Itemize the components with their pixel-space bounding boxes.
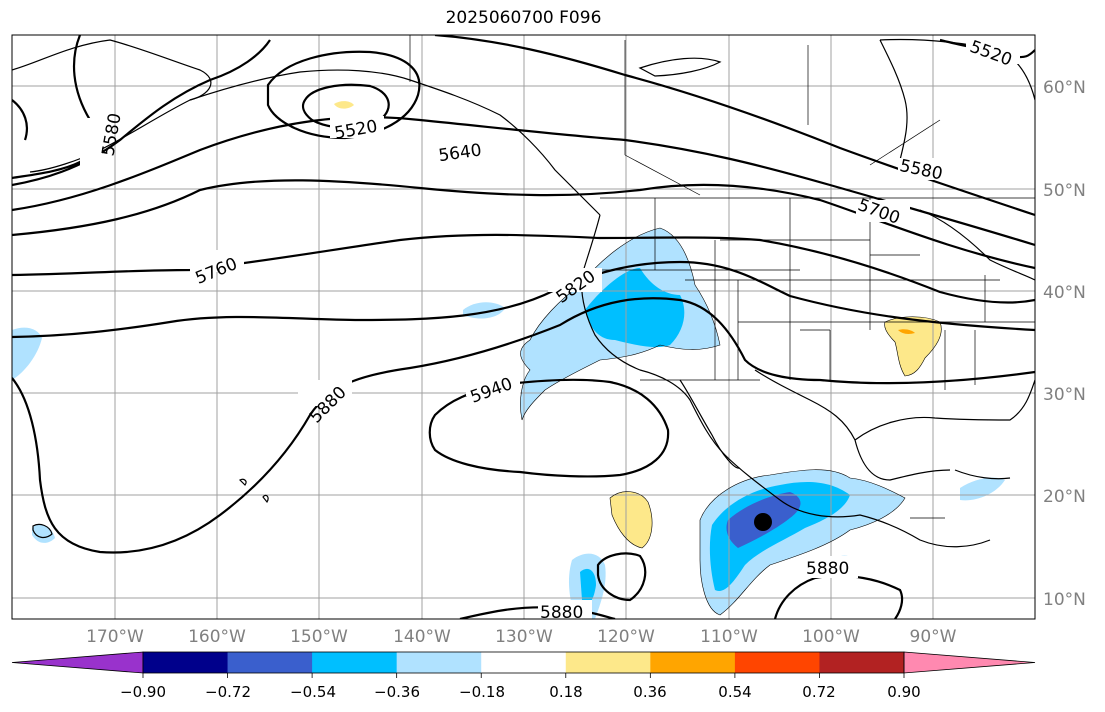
lon-label: 150°W [290,627,348,647]
map-frame [11,34,1036,620]
colorbar-segment [396,652,482,673]
lat-label: 20°N [1043,487,1086,507]
height-contours [12,35,1035,619]
colorbar-frame [142,651,905,674]
colorbar-tick-label: 0.72 [802,683,835,701]
colorbar-tick-label: −0.72 [205,683,251,701]
colorbar-tick-label: 0.90 [887,683,920,701]
colorbar-tick-label: −0.36 [374,683,420,701]
colorbar-segment [227,652,313,673]
colorbar-tick-label: −0.54 [290,683,336,701]
contour-5880 [12,297,1035,554]
contour-5820 [12,260,1035,339]
contour-label: 5880 [806,559,849,579]
location-marker [754,513,772,531]
lat-label: 60°N [1043,78,1086,98]
lat-label: 40°N [1043,283,1086,303]
lon-label: 160°W [188,627,246,647]
contour-5700 [12,179,1035,270]
colorbar-tick-label: 0.54 [718,683,751,701]
lon-label: 170°W [86,627,144,647]
positive-anomaly-region [884,316,942,376]
lat-label: 30°N [1043,385,1086,405]
latitude-labels: 60°N 50°N 40°N 30°N 20°N 10°N [1043,78,1086,610]
colorbar-tick-label: 0.36 [633,683,666,701]
lon-label: 120°W [597,627,655,647]
colorbar-tick-label: −0.18 [459,683,505,701]
contour-5640 [12,115,1035,247]
colorbar-segment [481,652,567,673]
anomaly-fill-layer [12,101,1005,619]
map-title: 2025060700 F096 [445,8,602,28]
longitude-labels: 170°W 160°W 150°W 140°W 130°W 120°W 110°… [86,627,957,647]
lat-label: 10°N [1043,590,1086,610]
lon-label: 110°W [700,627,758,647]
lon-label: 100°W [802,627,860,647]
colorbar-segment [650,652,736,673]
colorbar-segment [312,652,398,673]
colorbar-extend-low [11,651,144,674]
colorbar-segment [734,652,820,673]
colorbar-tick-label: 0.18 [549,683,582,701]
colorbar [11,651,1036,678]
colorbar-tick-label: −0.90 [120,683,166,701]
colorbar-tick-labels: −0.90 −0.72 −0.54 −0.36 −0.18 0.18 0.36 … [120,683,921,701]
graticule [12,35,1035,619]
lon-label: 140°W [393,627,451,647]
map-area: 5520 5520 5580 5580 5640 5700 5760 5820 … [12,35,1035,623]
colorbar-segment [143,652,229,673]
lon-label: 130°W [495,627,553,647]
negative-anomaly-region-core [585,268,685,348]
colorbar-segment [565,652,651,673]
lon-label: 90°W [910,627,957,647]
lat-label: 50°N [1043,181,1086,201]
colorbar-extend-high [903,651,1036,674]
contour-5760 [12,233,1035,304]
contour-5520-ring [266,50,421,140]
contour-label: 5880 [540,603,583,623]
colorbar-segment [819,652,905,673]
contour-5580-east [434,35,1035,217]
